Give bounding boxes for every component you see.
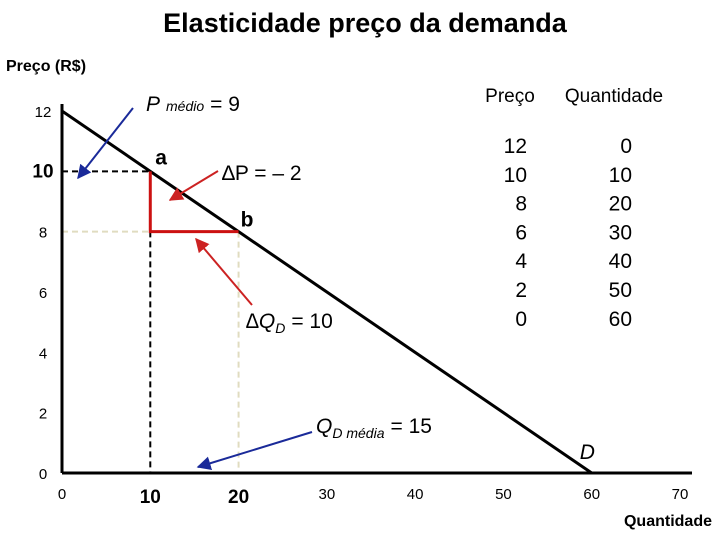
- delta-qd-label: ∆QD = 10: [246, 310, 333, 336]
- axes: [60, 104, 692, 475]
- delta-p-arrow: [168, 170, 219, 201]
- y-tick-label: 4: [39, 345, 47, 362]
- x-tick-labels: 0 10 20 30 40 50 60 70: [58, 486, 689, 508]
- qd-media-arrow: [196, 431, 313, 470]
- table-cell-quantidade: 60: [609, 308, 632, 331]
- table-cell-preco: 4: [515, 250, 527, 273]
- table-cell-quantidade: 40: [609, 250, 632, 273]
- point-labels: ab: [155, 146, 253, 231]
- table-header-quantidade: Quantidade: [565, 86, 663, 107]
- y-tick-label: 2: [39, 406, 47, 423]
- x-tick-label: 40: [407, 486, 424, 503]
- table-header-preco: Preço: [485, 86, 535, 107]
- table-cell-quantidade: 50: [609, 279, 632, 302]
- table-cell-quantidade: 0: [620, 135, 632, 158]
- p-medio-arrow: [77, 107, 134, 180]
- series-label-d: D: [580, 441, 595, 464]
- x-tick-label: 60: [583, 486, 600, 503]
- data-table: Preço Quantidade 12 0 10 10 8 20 6 30 4 40 2 50 0 60: [485, 86, 663, 331]
- table-cell-preco: 0: [515, 308, 527, 331]
- point-label-b: b: [241, 209, 254, 232]
- chart-title: Elasticidade preço da demanda: [163, 8, 568, 38]
- triangle-legs: [148, 171, 239, 234]
- x-tick-label: 50: [495, 486, 512, 503]
- x-tick-label: 0: [58, 486, 66, 503]
- y-tick-labels: 0 2 4 6 8 10 12: [32, 104, 53, 483]
- table-cell-preco: 10: [504, 164, 527, 187]
- x-axis-label: Quantidade: [624, 513, 712, 530]
- table-cell-quantidade: 20: [609, 193, 632, 216]
- annotation-arrows: [77, 107, 313, 470]
- change-triangle: [148, 171, 239, 234]
- x-tick-label: 30: [319, 486, 336, 503]
- x-tick-label: 10: [140, 487, 161, 508]
- point-label-a: a: [155, 146, 167, 169]
- delta-qd-arrow: [195, 237, 253, 306]
- x-tick-label: 70: [672, 486, 689, 503]
- y-tick-label: 6: [39, 285, 47, 302]
- table-cell-preco: 2: [515, 279, 527, 302]
- qd-media-label: QD média = 15: [316, 415, 432, 441]
- y-tick-label: 12: [35, 104, 52, 121]
- y-tick-label: 0: [39, 466, 47, 483]
- table-cell-quantidade: 10: [609, 164, 632, 187]
- table-cell-preco: 6: [515, 221, 527, 244]
- table-cell-preco: 8: [515, 193, 527, 216]
- y-axis-label: Preço (R$): [6, 58, 86, 75]
- delta-p-label: ∆P = – 2: [222, 162, 302, 185]
- x-tick-label: 20: [228, 487, 249, 508]
- table-cell-preco: 12: [504, 135, 527, 158]
- table-cell-quantidade: 30: [609, 221, 632, 244]
- y-tick-label: 8: [39, 225, 47, 242]
- y-tick-label: 10: [32, 161, 53, 182]
